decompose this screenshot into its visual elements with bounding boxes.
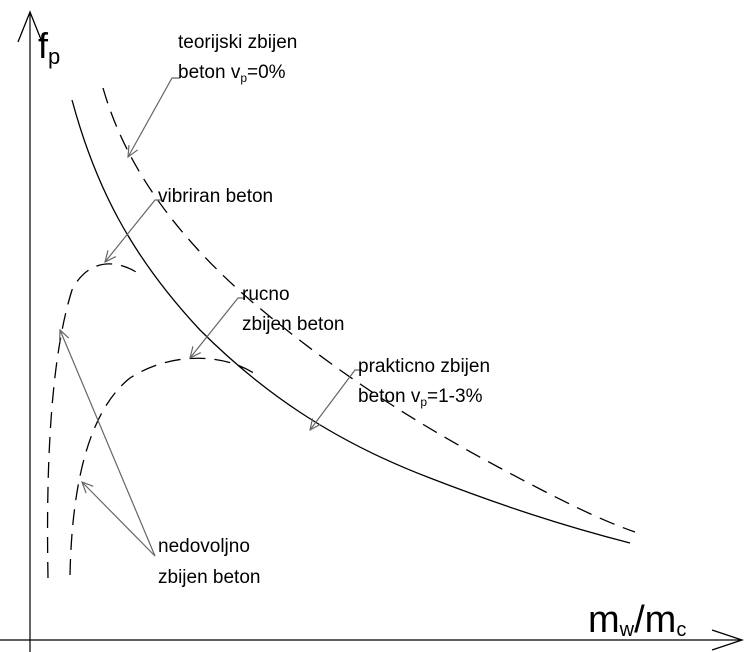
hand-curve: [69, 357, 259, 576]
y-axis-label: fp: [38, 25, 60, 69]
label: zbijen beton: [158, 567, 260, 588]
theoretical-curve: [102, 87, 636, 533]
label-sub: p: [240, 71, 247, 85]
label: vibriran beton: [158, 186, 273, 207]
y-label-main: f: [38, 25, 49, 66]
x-label-sub: w: [619, 619, 635, 641]
x-label-slash: /m: [634, 599, 676, 641]
practical-curve: [71, 99, 631, 544]
label: teorijski zbijen: [178, 32, 297, 53]
x-label-main: m: [588, 599, 620, 641]
label-part: beton v: [358, 386, 421, 407]
label-part: =0%: [247, 62, 286, 83]
x-axis-arrow: [711, 629, 745, 651]
label-part: beton v: [178, 62, 241, 83]
x-axis-label: mw/mc: [588, 599, 686, 641]
label-sub: p: [420, 395, 427, 409]
y-axis-arrow: [17, 10, 43, 43]
leader: [190, 297, 245, 358]
label-part: =1-3%: [427, 386, 483, 407]
label: nedovoljno: [158, 536, 250, 557]
label: beton vp=0%: [178, 62, 286, 85]
leader: [82, 482, 156, 557]
leader: [310, 369, 362, 430]
label: zbijen beton: [242, 314, 344, 335]
vibrated-curve: [46, 263, 143, 579]
label: rucno: [242, 284, 290, 305]
leader: [128, 77, 180, 157]
label: beton vp=1-3%: [358, 386, 483, 409]
label: prakticno zbijen: [358, 356, 490, 377]
leader: [60, 330, 156, 557]
y-label-sub: p: [48, 44, 60, 69]
leader: [105, 199, 162, 262]
x-label-sub2: c: [676, 619, 686, 641]
